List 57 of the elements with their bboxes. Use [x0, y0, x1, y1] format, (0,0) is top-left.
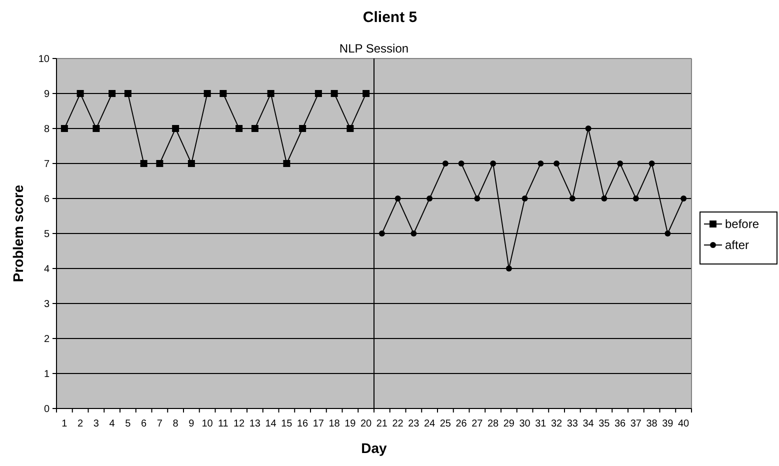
- x-tick-label: 27: [472, 418, 484, 430]
- x-tick-label: 15: [281, 418, 293, 430]
- x-tick-label: 23: [408, 418, 420, 430]
- y-tick-label: 10: [38, 54, 50, 65]
- x-tick-label: 14: [265, 418, 277, 430]
- x-tick-label: 36: [614, 418, 626, 430]
- y-tick-label: 9: [44, 89, 50, 100]
- y-tick-label: 3: [44, 299, 50, 310]
- x-tick-label: 19: [344, 418, 356, 430]
- x-tick-label: 40: [678, 418, 690, 430]
- x-tick-label: 10: [202, 418, 214, 430]
- y-tick-label: 8: [44, 124, 50, 135]
- x-tick-label: 24: [424, 418, 436, 430]
- x-tick-label: 21: [376, 418, 388, 430]
- legend-label: before: [725, 217, 760, 232]
- x-tick-label: 39: [662, 418, 674, 430]
- x-tick-label: 31: [535, 418, 547, 430]
- ref-line-label: NLP Session: [339, 42, 409, 56]
- x-tick-label: 8: [172, 418, 179, 430]
- x-tick-label: 4: [109, 418, 116, 430]
- y-axis-title: Problem score: [10, 184, 26, 282]
- y-tick-label: 2: [44, 334, 50, 345]
- x-tick-label: 33: [566, 418, 578, 430]
- x-tick-label: 34: [582, 418, 594, 430]
- x-tick-label: 18: [328, 418, 340, 430]
- x-tick-label: 37: [630, 418, 642, 430]
- x-tick-label: 11: [218, 418, 229, 430]
- y-tick-label: 0: [44, 404, 50, 415]
- x-tick-label: 7: [156, 418, 163, 430]
- x-tick-label: 26: [456, 418, 468, 430]
- x-tick-label: 2: [78, 418, 84, 430]
- x-tick-label: 9: [188, 418, 195, 430]
- legend-label: after: [725, 238, 750, 252]
- x-tick-label: 22: [392, 418, 404, 430]
- x-tick-label: 28: [488, 418, 500, 430]
- x-tick-label: 25: [440, 418, 452, 430]
- x-tick-label: 16: [297, 418, 309, 430]
- x-tick-label: 32: [551, 418, 563, 430]
- y-tick-label: 6: [44, 194, 50, 205]
- x-tick-label: 3: [93, 418, 100, 430]
- chart-title: Client 5: [362, 9, 418, 26]
- x-tick-label: 35: [598, 418, 610, 430]
- x-tick-label: 30: [519, 418, 531, 430]
- x-tick-label: 20: [360, 418, 372, 430]
- y-tick-label: 5: [44, 229, 50, 240]
- x-tick-label: 17: [312, 418, 324, 430]
- x-tick-label: 6: [141, 418, 148, 430]
- x-tick-label: 5: [125, 418, 132, 430]
- y-tick-label: 7: [44, 159, 50, 170]
- x-axis-title: Day: [361, 440, 388, 456]
- x-tick-label: 29: [503, 418, 515, 430]
- y-tick-label: 1: [44, 369, 50, 380]
- x-tick-label: 1: [62, 418, 68, 430]
- y-tick-label: 4: [44, 264, 50, 275]
- x-tick-label: 13: [249, 418, 261, 430]
- x-tick-label: 12: [234, 418, 246, 430]
- x-tick-label: 38: [646, 418, 658, 430]
